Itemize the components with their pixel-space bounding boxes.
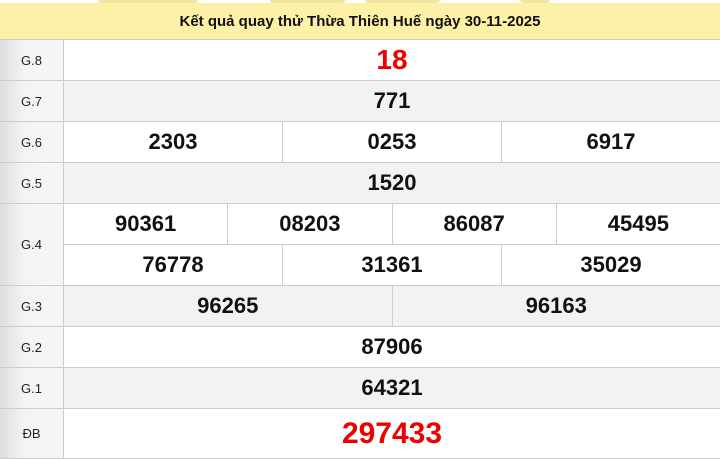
number-line: 76778 31361 35029 bbox=[64, 244, 720, 285]
prize-row: G.4 90361 08203 86087 45495 76778 31361 35029 bbox=[0, 204, 720, 286]
number-line: 64321 bbox=[64, 368, 720, 408]
prize-label: G.3 bbox=[0, 286, 64, 326]
prize-label: G.8 bbox=[0, 40, 64, 80]
top-tabs-edge bbox=[0, 0, 720, 3]
result-number: 64321 bbox=[361, 375, 423, 400]
prize-row: G.5 1520 bbox=[0, 163, 720, 204]
result-number: 08203 bbox=[227, 204, 391, 244]
result-number: 86087 bbox=[391, 204, 556, 244]
number-line: 2303 0253 6917 bbox=[64, 122, 720, 162]
prize-row: G.8 18 bbox=[0, 40, 720, 81]
prize-label: G.6 bbox=[0, 122, 64, 162]
prize-label: ĐB bbox=[0, 409, 64, 458]
result-number: 76778 bbox=[142, 252, 204, 277]
prize-row: G.2 87906 bbox=[0, 327, 720, 368]
results-table: G.8 18 G.7 771 G.6 2303 0253 6917 G.5 1520 G.4 9036… bbox=[0, 40, 720, 459]
number-line: 297433 bbox=[64, 409, 720, 458]
prize-row: G.7 771 bbox=[0, 81, 720, 122]
result-number: 45495 bbox=[555, 204, 720, 244]
result-number: 35029 bbox=[501, 245, 720, 285]
prize-label: G.1 bbox=[0, 368, 64, 408]
prize-row: ĐB 297433 bbox=[0, 409, 720, 459]
result-number: 2303 bbox=[148, 129, 198, 154]
number-line: 87906 bbox=[64, 327, 720, 367]
number-line: 771 bbox=[64, 81, 720, 121]
prize-row: G.3 96265 96163 bbox=[0, 286, 720, 327]
result-number: 90361 bbox=[115, 211, 177, 236]
result-number: 1520 bbox=[367, 170, 417, 195]
result-number: 96265 bbox=[197, 293, 259, 318]
result-number: 0253 bbox=[282, 122, 501, 162]
result-number: 31361 bbox=[282, 245, 501, 285]
result-number: 771 bbox=[373, 88, 411, 113]
prize-label: G.4 bbox=[0, 204, 64, 285]
number-line: 18 bbox=[64, 40, 720, 80]
prize-label: G.5 bbox=[0, 163, 64, 203]
result-number: 297433 bbox=[341, 416, 443, 450]
results-title: Kết quả quay thử Thừa Thiên Huế ngày 30-… bbox=[0, 3, 720, 40]
result-number: 18 bbox=[376, 44, 408, 75]
prize-row: G.1 64321 bbox=[0, 368, 720, 409]
number-line: 96265 96163 bbox=[64, 286, 720, 326]
result-number: 87906 bbox=[361, 334, 423, 359]
number-line: 1520 bbox=[64, 163, 720, 203]
result-number: 6917 bbox=[501, 122, 720, 162]
result-number: 96163 bbox=[391, 286, 720, 326]
prize-label: G.7 bbox=[0, 81, 64, 121]
prize-label: G.2 bbox=[0, 327, 64, 367]
number-line: 90361 08203 86087 45495 bbox=[64, 204, 720, 244]
prize-row: G.6 2303 0253 6917 bbox=[0, 122, 720, 163]
